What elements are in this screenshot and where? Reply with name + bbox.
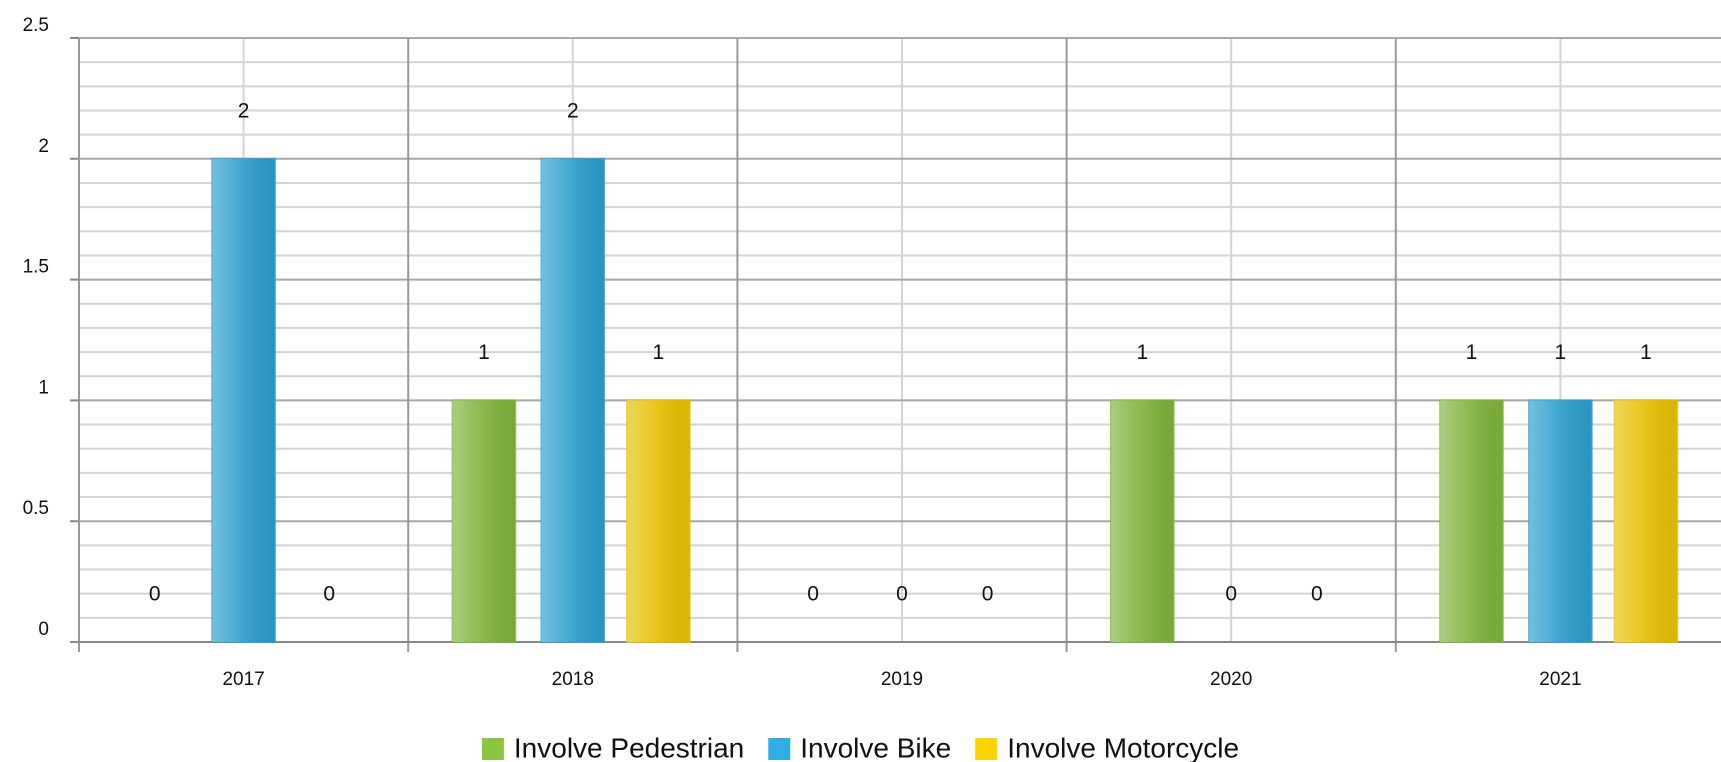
value-label: 2 [238, 99, 250, 122]
y-tick-label: 0.5 [23, 498, 49, 519]
y-tick-label: 2.5 [23, 15, 49, 36]
value-label: 2 [567, 99, 579, 122]
legend-label: Involve Pedestrian [514, 732, 744, 762]
value-label: 1 [1555, 341, 1567, 364]
bar-shine [452, 400, 516, 642]
legend-swatch [975, 738, 998, 760]
bar-shine [1440, 400, 1503, 642]
value-label: 1 [1466, 341, 1478, 364]
x-tick-label: 2017 [222, 669, 264, 690]
bar-shine [212, 158, 275, 643]
value-label: 0 [323, 583, 335, 606]
legend-label: Involve Motorcycle [1007, 732, 1239, 762]
legend-label: Involve Bike [800, 732, 951, 762]
x-tick-label: 2021 [1539, 669, 1581, 690]
legend-swatch [481, 738, 504, 760]
bar-shine [627, 400, 690, 642]
value-label: 1 [1136, 341, 1148, 364]
y-tick-label: 2 [38, 136, 49, 157]
bar-shine [1529, 400, 1592, 642]
bar-shine [1614, 400, 1678, 642]
value-label: 0 [807, 583, 819, 606]
value-label: 0 [982, 583, 994, 606]
legend: Involve Pedestrian Involve Bike Involve Mo… [481, 732, 1239, 762]
bar-shine [1111, 400, 1174, 642]
x-tick-label: 2018 [552, 669, 594, 690]
x-tick-label: 2020 [1210, 669, 1252, 690]
y-tick-label: 1.5 [23, 257, 49, 278]
y-tick-label: 0 [38, 619, 49, 640]
value-label: 1 [1640, 341, 1652, 364]
value-label: 1 [478, 341, 490, 364]
value-label: 0 [1225, 583, 1237, 606]
y-tick-label: 1 [38, 377, 49, 398]
x-tick-label: 2019 [881, 669, 923, 690]
value-label: 0 [149, 583, 161, 606]
value-label: 1 [653, 341, 665, 364]
value-label: 0 [896, 583, 908, 606]
legend-swatch [768, 738, 791, 760]
value-label: 0 [1311, 583, 1323, 606]
bar-shine [541, 158, 605, 643]
